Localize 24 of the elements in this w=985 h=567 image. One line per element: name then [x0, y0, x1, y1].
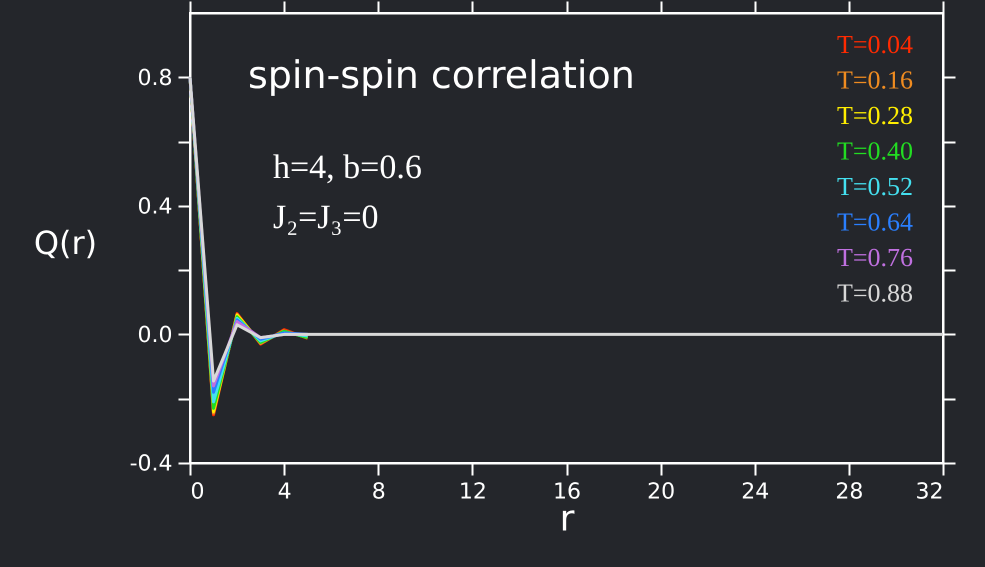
x-tick-label: 4 [278, 480, 292, 504]
text: T=0.16 [836, 66, 913, 94]
text: spin-spin correlation [248, 53, 635, 97]
series-label: T=0.88 [836, 278, 913, 308]
x-tick-label: 20 [647, 480, 676, 504]
y-tick-label: -0.4 [130, 452, 172, 476]
y-axis-title: Q(r) [34, 224, 98, 262]
annotation: J₂=J₃=0 [273, 199, 379, 236]
x-tick-label: 8 [372, 480, 386, 504]
text: T=0.28 [836, 101, 913, 130]
y-tick-label: 0.8 [138, 66, 172, 91]
x-tick-label: 28 [835, 480, 864, 504]
annotation: h=4, b=0.6 [273, 149, 422, 186]
x-tick-label: 24 [741, 480, 770, 504]
text: T=0.76 [836, 243, 913, 272]
y-tick-label: 0.0 [138, 322, 172, 348]
y-tick-label: 0.4 [138, 194, 172, 220]
text: T=0.52 [836, 172, 913, 201]
x-tick-label: 32 [916, 480, 944, 504]
text: T=0.04 [836, 30, 913, 59]
x-tick-label: 0 [190, 480, 204, 504]
text: T=0.64 [836, 208, 913, 236]
text: T=0.40 [836, 136, 913, 166]
x-tick-label: 12 [458, 480, 487, 504]
